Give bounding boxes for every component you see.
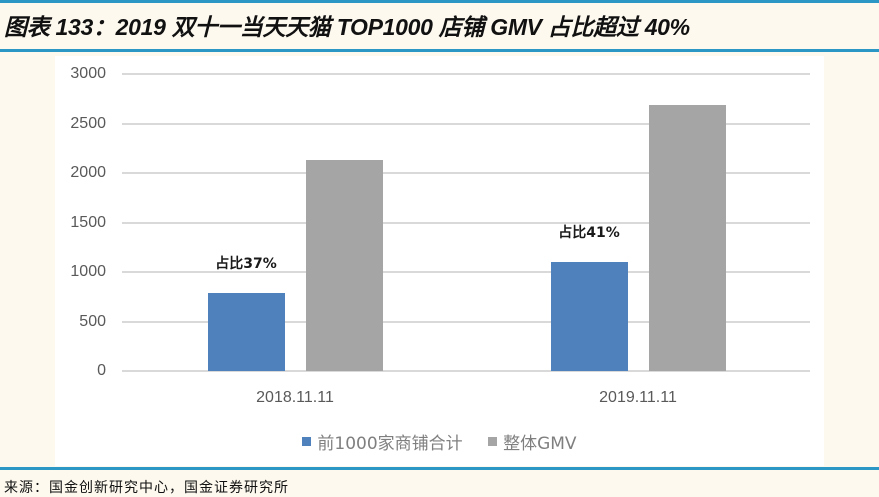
top-rule xyxy=(0,0,879,3)
y-tick-label: 2500 xyxy=(70,114,106,132)
share-annotation: 占比41% xyxy=(558,225,620,242)
y-tick-label: 3000 xyxy=(70,65,106,82)
y-tick-label: 2000 xyxy=(70,164,106,181)
gridline xyxy=(122,122,810,125)
bar-total-gmv-2019.11.11 xyxy=(648,105,726,371)
share-annotation: 占比37% xyxy=(215,255,277,272)
chart-title: 图表 133：2019 双十一当天天猫 TOP1000 店铺 GMV 占比超过 … xyxy=(4,14,690,40)
legend-swatch-blue-icon xyxy=(302,437,312,446)
y-tick-label: 1000 xyxy=(70,263,106,280)
x-category-label: 2019.11.11 xyxy=(599,389,677,406)
bar-top1000-2018.11.11 xyxy=(207,292,285,371)
y-tick-label: 500 xyxy=(79,312,106,330)
gridline xyxy=(122,73,810,75)
x-category-label: 2018.11.11 xyxy=(256,389,334,406)
bar-top1000-2019.11.11 xyxy=(550,262,628,371)
legend-label: 前1000家商铺合计 xyxy=(317,434,463,454)
gridline xyxy=(122,172,810,174)
legend-swatch-gray-icon xyxy=(488,437,498,446)
gridline xyxy=(122,370,810,372)
gridline xyxy=(122,221,810,224)
source-note: 来源：国金创新研究中心，国金证券研究所 xyxy=(4,480,289,496)
legend: 前1000家商铺合计 整体GMV xyxy=(0,429,879,454)
y-tick-label: 1500 xyxy=(70,213,106,231)
legend-item-top1000: 前1000家商铺合计 xyxy=(302,429,463,454)
legend-item-total-gmv: 整体GMV xyxy=(488,429,577,454)
footer-rule xyxy=(0,467,879,470)
gridline xyxy=(122,271,810,273)
bar-total-gmv-2018.11.11 xyxy=(305,159,383,371)
y-tick-label: 0 xyxy=(97,362,106,379)
gridline xyxy=(122,320,810,323)
legend-label: 整体GMV xyxy=(503,434,577,454)
title-rule xyxy=(0,49,879,52)
